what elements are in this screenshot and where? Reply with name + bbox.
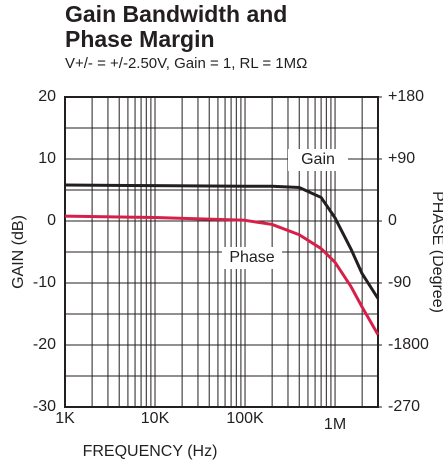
series-label: Gain (301, 151, 335, 168)
y-axis-label: GAIN (dB) (10, 215, 27, 289)
y-tick-label: 10 (38, 150, 56, 167)
y-tick-label: -30 (33, 398, 56, 415)
y2-tick-label: -270 (388, 398, 420, 415)
y-tick-label: 20 (38, 88, 56, 105)
y2-tick-label: -1800 (388, 336, 429, 353)
x-axis-label: FREQUENCY (Hz) (83, 443, 218, 460)
series-label-bg (288, 149, 348, 171)
series-label-bg (222, 247, 282, 269)
x-tick-label: 1K (55, 410, 75, 427)
series-label: Phase (229, 249, 274, 266)
x-tick-label: 10K (141, 410, 170, 427)
series-line (64, 214, 380, 336)
y2-tick-label: +180 (388, 88, 424, 105)
y-tick-label: -10 (33, 274, 56, 291)
y-tick-label: -20 (33, 336, 56, 353)
y2-tick-label: 0 (388, 212, 397, 229)
x-tick-label: 100K (226, 410, 264, 427)
x-tick-label: 1M (324, 416, 346, 433)
y2-tick-label: -90 (388, 274, 411, 291)
chart-title: Gain Bandwidth and Phase Margin (65, 1, 288, 52)
y2-axis-label: PHASE (Degree) (429, 191, 443, 313)
y2-tick-label: +90 (388, 150, 415, 167)
chart-subtitle: V+/- = +/-2.50V, Gain = 1, RL = 1MΩ (65, 55, 308, 72)
plot-frame (64, 96, 379, 408)
y-tick-label: 0 (47, 212, 56, 229)
series-line (64, 183, 380, 300)
